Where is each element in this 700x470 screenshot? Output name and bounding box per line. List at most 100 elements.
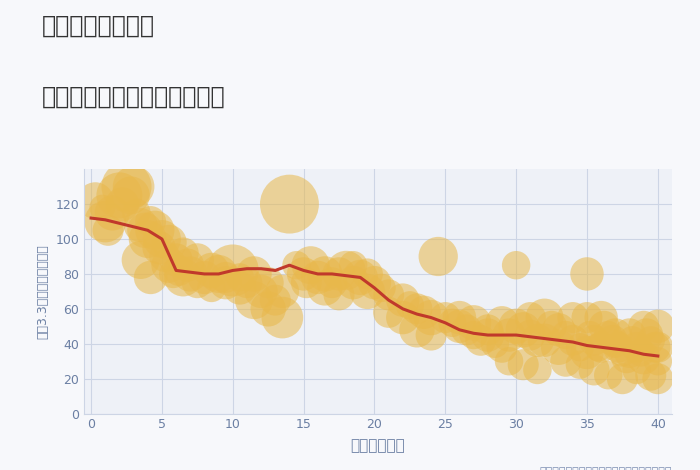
Point [624, 349, 635, 356]
Point [426, 314, 437, 321]
Point [135, 256, 146, 264]
Point [645, 371, 657, 379]
Text: 奈良県新大宮駅の: 奈良県新大宮駅の [42, 14, 155, 38]
Point [326, 279, 337, 286]
Text: 築年数別中古マンション価格: 築年数別中古マンション価格 [42, 85, 225, 109]
Point [517, 326, 528, 334]
Point [383, 309, 394, 316]
Point [117, 200, 128, 208]
Point [447, 319, 458, 327]
Point [163, 239, 174, 246]
Point [641, 331, 652, 339]
Point [131, 209, 142, 217]
Point [567, 337, 578, 344]
Point [174, 266, 185, 274]
Point [582, 349, 593, 356]
Point [574, 361, 585, 368]
Point [206, 266, 217, 274]
Point [121, 183, 132, 190]
Point [114, 192, 125, 199]
Point [90, 197, 101, 204]
Point [603, 331, 614, 339]
Point [652, 344, 664, 351]
Point [106, 209, 118, 217]
Point [168, 270, 179, 278]
Point [603, 371, 614, 379]
Point [475, 337, 486, 344]
Point [560, 358, 571, 365]
Point [607, 337, 618, 344]
X-axis label: 築年数（年）: 築年数（年） [351, 439, 405, 454]
Point [412, 305, 423, 313]
Point [624, 331, 635, 339]
Point [276, 288, 288, 295]
Point [626, 337, 638, 344]
Point [319, 270, 330, 278]
Point [135, 221, 146, 229]
Point [482, 331, 493, 339]
Point [159, 253, 170, 260]
Point [412, 326, 423, 334]
Point [99, 218, 111, 225]
Point [652, 375, 664, 383]
Point [617, 375, 628, 383]
Point [650, 344, 661, 351]
Point [220, 279, 231, 286]
Point [206, 284, 217, 292]
Point [348, 261, 359, 269]
Point [102, 227, 113, 234]
Point [612, 344, 624, 351]
Point [510, 322, 522, 330]
Point [635, 349, 646, 356]
Point [589, 366, 600, 374]
Point [256, 288, 267, 295]
Point [234, 274, 246, 281]
Point [631, 366, 642, 374]
Point [298, 270, 309, 278]
Point [262, 279, 274, 286]
Point [234, 284, 246, 292]
Point [355, 274, 366, 281]
Point [220, 274, 231, 281]
Point [97, 204, 108, 212]
Point [142, 235, 153, 243]
Point [305, 261, 316, 269]
Point [340, 266, 351, 274]
Point [405, 302, 416, 309]
Point [532, 366, 543, 374]
Point [610, 340, 621, 347]
Point [560, 331, 571, 339]
Point [553, 326, 564, 334]
Point [589, 337, 600, 344]
Point [241, 279, 253, 286]
Point [312, 274, 323, 281]
Point [596, 314, 607, 321]
Point [574, 344, 585, 351]
Point [539, 314, 550, 321]
Point [145, 274, 156, 281]
Point [517, 361, 528, 368]
Point [584, 331, 596, 339]
Point [482, 326, 493, 334]
Point [496, 319, 507, 327]
Point [301, 279, 312, 286]
Point [171, 256, 182, 264]
Point [645, 337, 657, 344]
Point [362, 288, 373, 295]
Point [617, 349, 628, 356]
Point [156, 235, 167, 243]
Point [598, 322, 610, 330]
Point [248, 270, 260, 278]
Point [139, 227, 150, 234]
Point [178, 249, 189, 257]
Point [631, 344, 642, 351]
Point [582, 314, 593, 321]
Point [539, 337, 550, 344]
Point [319, 284, 330, 292]
Point [638, 322, 650, 330]
Point [525, 314, 536, 321]
Point [596, 344, 607, 351]
Text: 円の大きさは、取引のあった物件面積を示す: 円の大きさは、取引のあった物件面積を示す [540, 467, 672, 470]
Point [652, 322, 664, 330]
Y-axis label: 坪（3.3㎡）単価（万円）: 坪（3.3㎡）単価（万円） [36, 244, 50, 339]
